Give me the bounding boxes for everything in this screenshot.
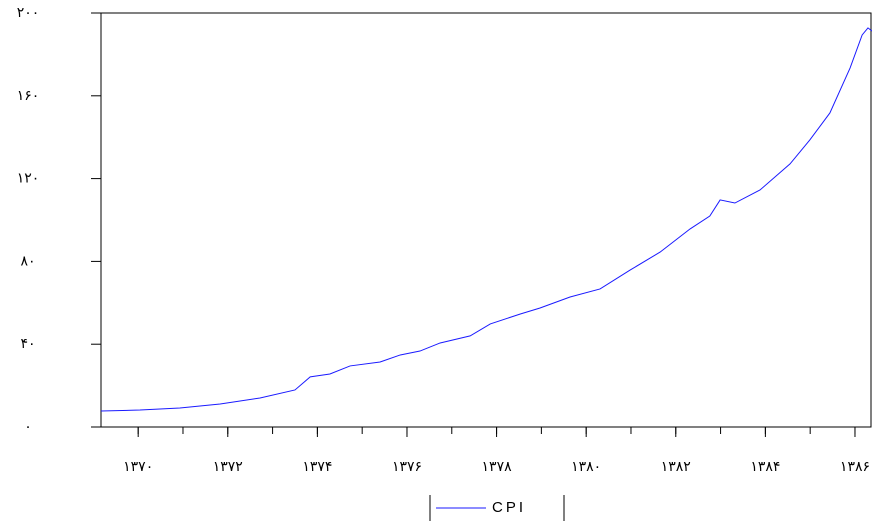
plot-frame (100, 12, 872, 428)
y-tick-label: ۴۰ (20, 336, 35, 352)
y-tick-label: ۱۶۰ (17, 88, 40, 104)
x-tick-label: ۱۳۷۴ (302, 459, 332, 475)
x-tick-label: ۱۳۷۰ (123, 459, 153, 475)
x-tick-label: ۱۳۸۴ (750, 459, 780, 475)
y-tick-label: ۲۰۰ (17, 5, 40, 21)
x-tick-label: ۱۳۷۸ (482, 459, 513, 475)
x-tick-label: ۱۳۷۲ (213, 459, 243, 475)
legend-label: CPI (492, 499, 526, 516)
cpi-line (100, 27, 872, 412)
x-tick-label: ۱۳۸۶ (840, 459, 870, 475)
x-tick-label: ۱۳۷۶ (392, 459, 422, 475)
x-tick-label: ۱۳۸۰ (571, 459, 601, 475)
y-tick-label: ۰ (24, 419, 32, 435)
y-tick-label: ۱۲۰ (17, 171, 40, 187)
y-tick-label: ۸۰ (20, 253, 35, 269)
x-tick-label: ۱۳۸۲ (661, 459, 691, 475)
